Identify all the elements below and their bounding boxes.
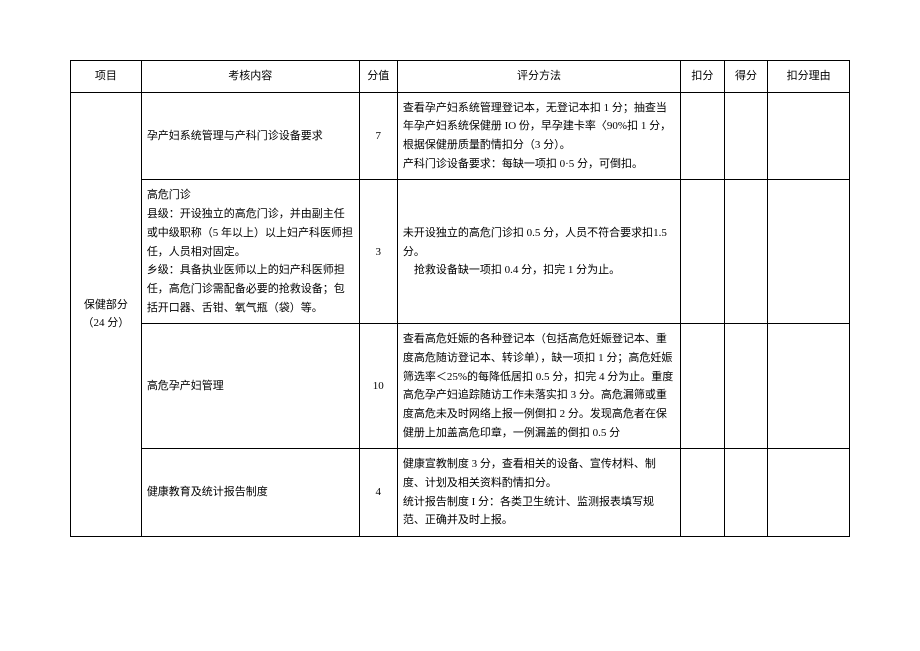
reason-cell <box>768 449 850 537</box>
method-cell: 未开设独立的高危门诊扣 0.5 分，人员不符合要求扣1.5 分。 抢救设备缺一项… <box>397 180 680 324</box>
method-cell: 查看孕产妇系统管理登记本，无登记本扣 1 分；抽查当年孕产妇系统保健册 IO 份… <box>397 92 680 180</box>
header-score: 分值 <box>359 61 397 93</box>
earned-cell <box>724 449 768 537</box>
header-method: 评分方法 <box>397 61 680 93</box>
earned-cell <box>724 92 768 180</box>
table-row: 保健部分（24 分） 孕产妇系统管理与产科门诊设备要求 7 查看孕产妇系统管理登… <box>71 92 850 180</box>
assessment-table: 项目 考核内容 分值 评分方法 扣分 得分 扣分理由 保健部分（24 分） 孕产… <box>70 60 850 537</box>
table-row: 健康教育及统计报告制度 4 健康宣教制度 3 分，查看相关的设备、宣传材料、制度… <box>71 449 850 537</box>
method-cell: 健康宣教制度 3 分，查看相关的设备、宣传材料、制度、计划及相关资料酌情扣分。统… <box>397 449 680 537</box>
score-cell: 7 <box>359 92 397 180</box>
reason-cell <box>768 92 850 180</box>
method-cell: 查看高危妊娠的各种登记本（包括高危妊娠登记本、重度高危随访登记本、转诊单），缺一… <box>397 324 680 449</box>
content-cell: 高危门诊县级：开设独立的高危门诊，并由副主任或中级职称（5 年以上）以上妇产科医… <box>141 180 359 324</box>
deduct-cell <box>681 449 725 537</box>
content-cell: 健康教育及统计报告制度 <box>141 449 359 537</box>
score-cell: 3 <box>359 180 397 324</box>
deduct-cell <box>681 92 725 180</box>
score-cell: 10 <box>359 324 397 449</box>
deduct-cell <box>681 324 725 449</box>
section-title-cell: 保健部分（24 分） <box>71 92 142 536</box>
reason-cell <box>768 324 850 449</box>
header-reason: 扣分理由 <box>768 61 850 93</box>
earned-cell <box>724 324 768 449</box>
header-row: 项目 考核内容 分值 评分方法 扣分 得分 扣分理由 <box>71 61 850 93</box>
table-row: 高危孕产妇管理 10 查看高危妊娠的各种登记本（包括高危妊娠登记本、重度高危随访… <box>71 324 850 449</box>
header-earned: 得分 <box>724 61 768 93</box>
header-project: 项目 <box>71 61 142 93</box>
header-deduct: 扣分 <box>681 61 725 93</box>
header-content: 考核内容 <box>141 61 359 93</box>
table-row: 高危门诊县级：开设独立的高危门诊，并由副主任或中级职称（5 年以上）以上妇产科医… <box>71 180 850 324</box>
deduct-cell <box>681 180 725 324</box>
score-cell: 4 <box>359 449 397 537</box>
reason-cell <box>768 180 850 324</box>
earned-cell <box>724 180 768 324</box>
content-cell: 高危孕产妇管理 <box>141 324 359 449</box>
content-cell: 孕产妇系统管理与产科门诊设备要求 <box>141 92 359 180</box>
